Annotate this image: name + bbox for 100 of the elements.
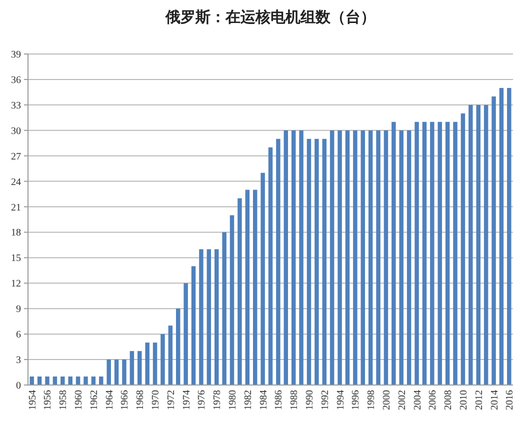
x-tick-label: 1954 (27, 390, 38, 410)
x-tick-label: 2014 (489, 390, 500, 410)
bar (160, 334, 165, 385)
bar (291, 130, 296, 385)
x-tick-label: 2012 (474, 390, 485, 410)
bar (499, 88, 504, 385)
x-tick-label: 1972 (166, 390, 177, 410)
bar (306, 138, 312, 385)
x-tick-label: 2016 (504, 390, 516, 410)
bar (430, 122, 434, 385)
x-tick-label: 1986 (274, 390, 285, 410)
x-tick-label: 1992 (320, 390, 331, 410)
bar (130, 351, 134, 385)
bar (206, 249, 212, 385)
x-tick-label: 1978 (212, 390, 224, 410)
bar (191, 266, 196, 385)
bar (199, 249, 204, 385)
x-tick-label: 1974 (181, 390, 192, 410)
bar (299, 130, 304, 385)
bar (138, 351, 142, 385)
x-tick-label: 1980 (228, 390, 239, 410)
bar (99, 376, 104, 385)
bar (406, 130, 412, 385)
bar (260, 172, 265, 385)
x-tick-label: 2004 (412, 390, 424, 410)
bar (353, 130, 358, 385)
bar (414, 122, 419, 385)
bar (284, 130, 288, 385)
bar (484, 104, 488, 385)
bar (384, 130, 388, 385)
bar (338, 130, 342, 385)
bar (445, 122, 450, 385)
bar (214, 249, 219, 385)
bar (422, 122, 427, 385)
bar (268, 147, 273, 385)
bar (392, 122, 396, 385)
bar (438, 122, 442, 385)
x-tick-label: 1958 (58, 390, 70, 410)
y-tick-label: 36 (11, 74, 21, 86)
x-tick-label: 1956 (42, 390, 54, 410)
bar (152, 342, 158, 385)
y-tick-label: 27 (11, 151, 21, 162)
bar (145, 342, 150, 385)
x-tick-label: 1960 (74, 390, 85, 410)
y-tick-label: 24 (11, 176, 21, 188)
x-tick-label: 1968 (135, 390, 146, 410)
x-tick-label: 1964 (104, 390, 116, 410)
bar (106, 360, 111, 385)
x-tick-label: 1984 (258, 390, 270, 410)
bar (184, 283, 188, 385)
x-tick-label: 1988 (289, 390, 300, 410)
y-tick-label: 33 (11, 100, 21, 112)
bar (45, 376, 50, 385)
y-tick-label: 30 (11, 126, 21, 137)
y-tick-label: 39 (11, 50, 21, 60)
x-tick-label: 2010 (458, 390, 470, 410)
x-tick-label: 1994 (335, 390, 346, 410)
bar (84, 376, 88, 385)
bar (322, 138, 327, 385)
x-tick-label: 1998 (366, 390, 378, 410)
bar (276, 138, 280, 385)
x-tick-label: 1966 (120, 390, 131, 410)
y-tick-label: 6 (16, 330, 21, 341)
bar (68, 376, 72, 385)
x-tick-label: 2002 (396, 390, 408, 410)
x-tick-label: 1990 (304, 390, 316, 410)
bar (399, 130, 404, 385)
bar (114, 360, 119, 385)
chart-title: 俄罗斯：在运核电机组数（台） (164, 8, 376, 26)
bar (368, 130, 373, 385)
x-tick-label: 2000 (381, 390, 392, 410)
bar (168, 326, 173, 385)
y-tick-label: 15 (11, 253, 21, 264)
bar (453, 122, 458, 385)
x-tick-label: 1976 (196, 390, 208, 410)
bar (252, 190, 258, 385)
bar (376, 130, 380, 385)
bar (122, 360, 126, 385)
bar (460, 113, 466, 385)
y-tick-label: 18 (11, 228, 21, 239)
bar (345, 130, 350, 385)
y-tick-label: 3 (16, 355, 21, 366)
x-tick-label: 2008 (443, 390, 454, 410)
bar (230, 215, 234, 385)
bar (245, 190, 250, 385)
x-tick-label: 1982 (242, 390, 254, 410)
y-tick-label: 9 (16, 304, 21, 316)
x-tick-label: 1996 (350, 390, 362, 410)
y-tick-label: 12 (11, 278, 21, 290)
bar (60, 376, 65, 385)
bar (468, 104, 473, 385)
y-tick-label: 21 (11, 202, 21, 214)
y-tick-label: 0 (16, 380, 21, 392)
bar (360, 130, 365, 385)
x-tick-label: 1970 (150, 390, 162, 410)
bar (507, 88, 512, 385)
bar (30, 376, 34, 385)
bar (314, 138, 319, 385)
bar (176, 308, 180, 385)
x-tick-label: 1962 (88, 390, 100, 410)
